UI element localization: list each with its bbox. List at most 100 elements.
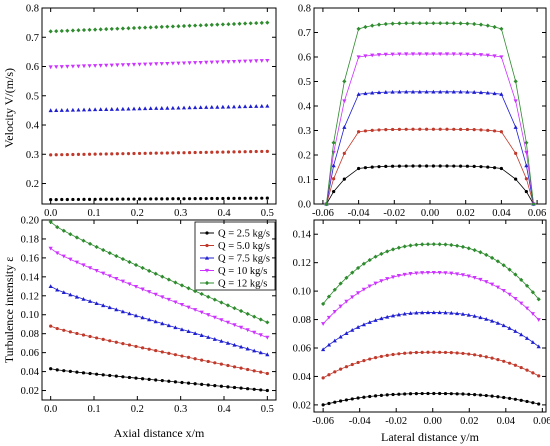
tl-plot: 0.0 0.1 0.2 0.3 0.4 0.5 0.2 0.3 0.4 0.5 0.6 0.7 0.8 [26,4,276,219]
y-tick-label: 0.14 [21,272,40,283]
data-point [355,265,361,271]
x-tick-label: 0.3 [174,208,187,219]
data-point [501,288,506,293]
data-point [414,392,418,396]
data-point [237,59,242,64]
data-point [246,387,250,391]
data-point [478,393,483,397]
data-point [373,254,378,259]
data-point [94,268,99,273]
data-point [390,313,396,318]
data-point [71,152,75,157]
data-point [226,363,230,368]
data-point [260,149,264,154]
data-point [455,392,459,396]
data-point [87,266,93,270]
data-point [466,246,471,251]
data-point [455,272,460,277]
data-point [338,281,343,286]
data-point [126,26,131,31]
data-point [225,340,231,345]
data-point [265,196,269,200]
data-point [101,247,106,253]
series-line [326,53,534,205]
data-point [425,127,429,131]
data-point [531,201,536,207]
data-point [206,294,211,299]
data-point [324,201,329,207]
data-point [472,314,477,318]
data-point [210,196,214,201]
bl-plot: 0.0 0.1 0.2 0.3 0.4 0.5 0.02 0.04 0.06 0.08 0.10 0.… [21,216,276,415]
x-tick-label: 0.3 [174,404,187,415]
data-point [186,329,191,334]
data-point [443,391,448,396]
data-point [537,402,541,406]
data-point [160,321,165,326]
data-point [239,386,243,390]
data-point [342,79,347,84]
data-point [165,197,169,201]
data-point [479,128,483,132]
data-point [74,260,80,265]
data-point [181,105,187,110]
data-point [140,346,145,350]
x-tick-label: 0.4 [217,208,231,219]
data-point [472,164,476,168]
data-point [431,310,436,315]
data-point [95,372,99,376]
data-point [519,398,523,402]
data-point [260,196,264,200]
data-point [200,382,204,386]
data-point [513,329,518,333]
series-line [326,22,534,205]
data-point [501,263,506,268]
data-point [132,151,136,156]
data-point [160,151,164,155]
data-point [492,129,497,133]
data-point [404,164,408,168]
data-point [499,26,504,31]
data-point [355,291,361,296]
data-point [204,196,208,201]
data-point [390,275,396,280]
data-point [171,151,175,155]
x-tick-label: 0.04 [497,416,516,427]
data-point [452,164,456,168]
data-point [361,287,367,292]
legend-marker [204,280,210,286]
data-point [484,393,488,398]
data-point [49,367,53,371]
data-point [362,395,366,399]
y-tick-label: 0.02 [21,386,39,397]
data-point [432,391,436,396]
y-tick-label: 0.04 [293,372,312,383]
data-point [390,247,396,252]
data-point [425,242,431,247]
data-point [254,20,259,26]
data-point [376,53,382,57]
data-point [147,290,152,294]
data-point [376,22,382,27]
x-tick-label: 0.5 [261,208,274,219]
data-point [199,150,203,155]
data-point [221,150,225,154]
y-tick-label: 0.02 [293,400,311,411]
data-point [472,21,477,27]
data-point [536,344,541,349]
data-point [148,106,153,111]
data-point [530,290,535,295]
data-point [376,90,382,95]
data-point [245,311,250,316]
data-point [411,127,415,131]
data-point [414,242,419,247]
data-point [451,89,456,94]
data-point [226,22,231,27]
data-point [507,267,512,272]
data-point [502,359,506,363]
data-point [252,330,257,335]
data-point [219,384,223,388]
data-point [455,311,460,316]
data-point [443,271,448,276]
data-point [478,277,483,282]
